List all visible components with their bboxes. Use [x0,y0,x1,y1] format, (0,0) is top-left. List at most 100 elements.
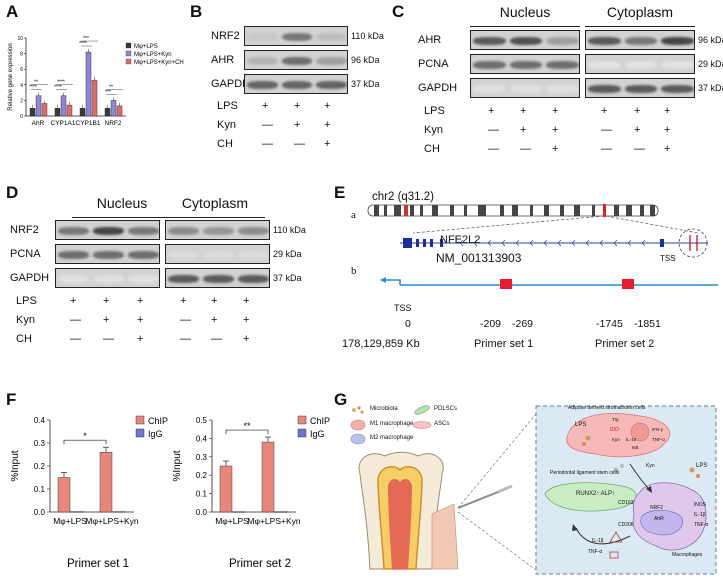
transcript-label: NM_001313903 [436,251,522,265]
bar-a [66,104,73,117]
treatment-mark: — [211,333,222,345]
legend-swatch-f [297,415,307,425]
ideogram-band [478,205,486,216]
row-label: PCNA [10,248,41,260]
treatment-label: CH [16,333,32,345]
treatment-mark: — [601,124,612,136]
treatment-mark: — [488,124,499,136]
blot-band [661,37,694,45]
treatment-mark: — [262,138,273,150]
strand-arrow [571,239,576,247]
header-nucleus: Nucleus [96,195,148,211]
blot-strip [55,220,160,240]
ahr-label: AhR [654,516,664,522]
significance-bracket-f [225,429,269,435]
treatment-mark: + [262,100,269,112]
m1-macrophage-icon [350,419,366,431]
legend-label-f: ChIP [310,416,330,426]
treatment-mark: — [262,119,273,131]
blot-band [168,251,199,259]
primer1-start: -209 [480,318,502,330]
bar-f [274,511,288,513]
treatment-label: LPS [217,100,238,112]
panel-letter-d: D [6,183,19,202]
panel-letter-e: E [334,183,346,202]
significance-label-a: *** [83,36,89,42]
m2-macrophage-icon [350,433,366,445]
strand-arrow [585,239,590,247]
blot-band [588,37,621,45]
ideogram-band [640,205,644,216]
blot-band [661,61,694,69]
strand-arrow [627,239,632,247]
adipose-label: Adipose derived stromal/stem cells [568,405,646,411]
y-tick-label-f: 0.2 [196,471,208,480]
strand-arrow [543,239,548,247]
ideogram-band [626,205,632,216]
blot-band [624,61,658,69]
y-tick-label-f: 0.5 [196,416,208,425]
strand-arrow [473,239,478,247]
y-axis-label-f: %Input [10,450,21,481]
sub-label-b: b [351,265,357,277]
pdlsc-icon [414,405,430,415]
kda-label: 37 kDa [273,273,302,283]
significance-label-f: * [83,431,87,441]
blot-band [588,61,621,69]
header-nucleus: Nucleus [499,4,551,20]
y-tick-label-f: 0.2 [34,462,46,471]
header-underline-left [72,217,172,218]
legend-label-f: ChIP [148,416,168,426]
chrom-label: chr2 (q31.2) [372,191,435,203]
ideogram-band [500,205,504,216]
y-tick-label-a: 8 [20,52,23,58]
blot-band [509,85,543,93]
il1b-label: IL-1β [694,512,706,518]
bar-f [261,441,275,513]
blot-band [203,251,234,259]
ideogram-band [574,205,580,216]
kda-label: 37 kDa [351,79,380,89]
tnfa-label-top: TNF-α [652,437,665,442]
ikb-label: IκB [632,445,639,450]
category-label-f: Mφ+LPS+Kyn [247,516,301,526]
strand-arrow [501,239,506,247]
asc-icon [412,421,432,429]
tnfa-right-label: TNF-α [694,522,709,528]
blot-band [316,57,347,65]
il1b-left-label: IL-1β [592,538,604,544]
category-label-a: AhR [32,120,45,127]
blot-strip [470,54,580,74]
blot-strip [470,78,580,98]
blot-band [58,227,89,235]
category-label-f: Mφ+LPS+Kyn [85,516,139,526]
blot-band [203,227,234,235]
legend-label-a: Mφ+LPS+Kyn+CH [134,60,184,66]
row-label: GAPDH [418,82,458,94]
y-axis-label-a: Relative gene expression [8,43,14,110]
significance-label-a: **** [57,80,65,86]
blot-band [509,37,543,45]
treatment-mark: + [243,295,250,307]
blot-band [281,57,313,65]
significance-label-a: **** [29,85,37,91]
blot-strip [585,78,695,98]
ideogram-band [544,205,549,216]
kda-label: 110 kDa [273,225,306,235]
legend-m1: M1 macrophage [370,421,414,427]
legend-asc: ASCs [434,421,450,427]
centromere [404,205,408,216]
lps-label-1: LPS [575,422,587,428]
il10-label: IL-10 [626,437,637,442]
blot-band [316,33,347,41]
legend-swatch-f [135,428,145,438]
strand-arrow [459,239,464,247]
strand-arrow [557,239,562,247]
primer1-label: Primer set 1 [474,338,534,350]
category-label-a: CYP1A1 [51,120,76,127]
blot-band [58,275,89,283]
kda-label: 37 kDa [698,83,723,93]
